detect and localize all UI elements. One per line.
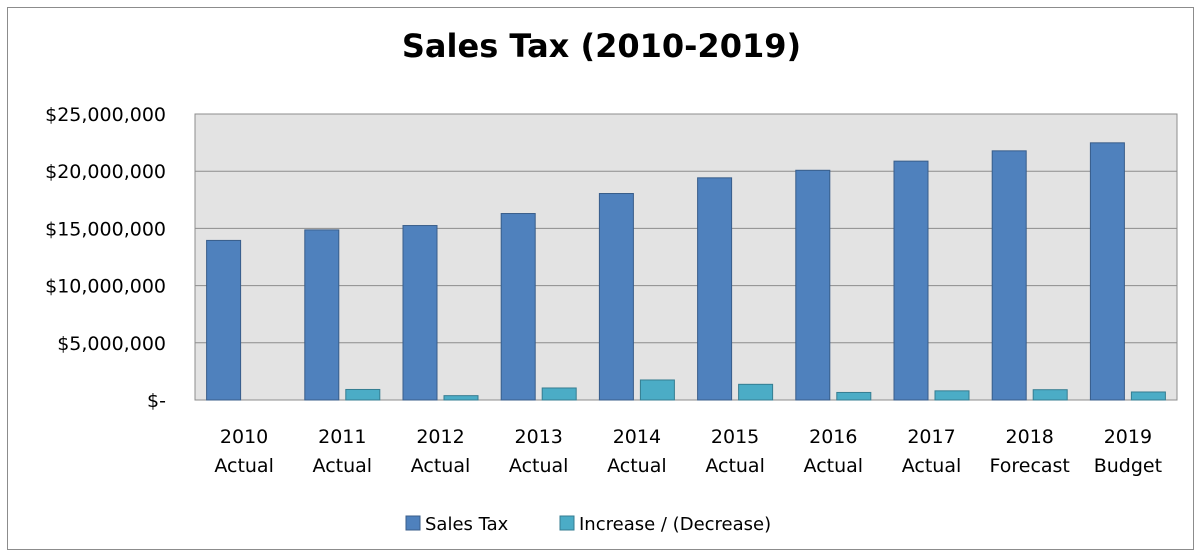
x-tick-label: Actual: [705, 455, 765, 477]
x-tick-label: Actual: [509, 455, 569, 477]
x-tick-label: 2016: [809, 426, 857, 448]
legend-label: Sales Tax: [425, 514, 509, 535]
legend-swatch: [405, 515, 421, 531]
bar-sales-tax: [598, 193, 634, 401]
bar-sales-tax: [991, 150, 1027, 401]
bar-increase-decrease: [639, 379, 675, 401]
bar-sales-tax: [893, 160, 929, 401]
bar-increase-decrease: [1032, 389, 1068, 401]
x-tick-label: 2011: [318, 426, 366, 448]
bar-sales-tax: [697, 177, 733, 401]
bar-increase-decrease: [541, 387, 577, 401]
x-tick-label: 2013: [515, 426, 563, 448]
y-axis-ticks: $- $5,000,000 $10,000,000 $15,000,000 $20,00…: [45, 104, 166, 412]
bar-increase-decrease: [443, 395, 479, 401]
y-tick-label: $20,000,000: [45, 161, 166, 183]
legend-swatch: [559, 515, 575, 531]
bar-sales-tax: [1089, 142, 1125, 401]
x-tick-label: Actual: [902, 455, 962, 477]
x-tick-label: Actual: [411, 455, 471, 477]
bar-increase-decrease: [738, 383, 774, 401]
x-tick-label: Actual: [214, 455, 274, 477]
bar-sales-tax: [206, 239, 242, 401]
bar-sales-tax: [500, 213, 536, 401]
bar-increase-decrease: [836, 391, 872, 401]
y-tick-label: $5,000,000: [57, 333, 166, 355]
plot-area: [194, 113, 1178, 401]
bar-increase-decrease: [345, 388, 381, 401]
y-tick-label: $25,000,000: [45, 104, 166, 126]
x-tick-label: Actual: [804, 455, 864, 477]
x-tick-label: Actual: [313, 455, 373, 477]
bar-sales-tax: [795, 169, 831, 401]
legend: Sales Tax Increase / (Decrease): [405, 514, 771, 535]
x-tick-label: 2015: [711, 426, 759, 448]
x-tick-label: Actual: [607, 455, 667, 477]
x-tick-label: 2014: [613, 426, 661, 448]
x-tick-label: Forecast: [989, 455, 1069, 477]
bars: [206, 142, 1166, 401]
x-tick-label: 2010: [220, 426, 268, 448]
bar-sales-tax: [304, 229, 340, 401]
x-tick-label: 2012: [416, 426, 464, 448]
y-tick-label: $15,000,000: [45, 218, 166, 240]
bar-increase-decrease: [934, 390, 970, 401]
x-axis-ticks: 2010 Actual 2011 Actual 2012 Actual 2013 Actual…: [214, 426, 1162, 477]
x-tick-label: 2019: [1104, 426, 1152, 448]
x-tick-label: 2017: [907, 426, 955, 448]
bar-increase-decrease: [1130, 391, 1166, 401]
legend-label: Increase / (Decrease): [579, 514, 771, 535]
x-tick-label: Budget: [1094, 455, 1162, 477]
y-tick-label: $10,000,000: [45, 276, 166, 298]
chart-title: Sales Tax (2010-2019): [401, 27, 802, 65]
x-tick-label: 2018: [1006, 426, 1054, 448]
y-tick-label: $-: [147, 390, 166, 412]
bar-sales-tax: [402, 225, 438, 401]
